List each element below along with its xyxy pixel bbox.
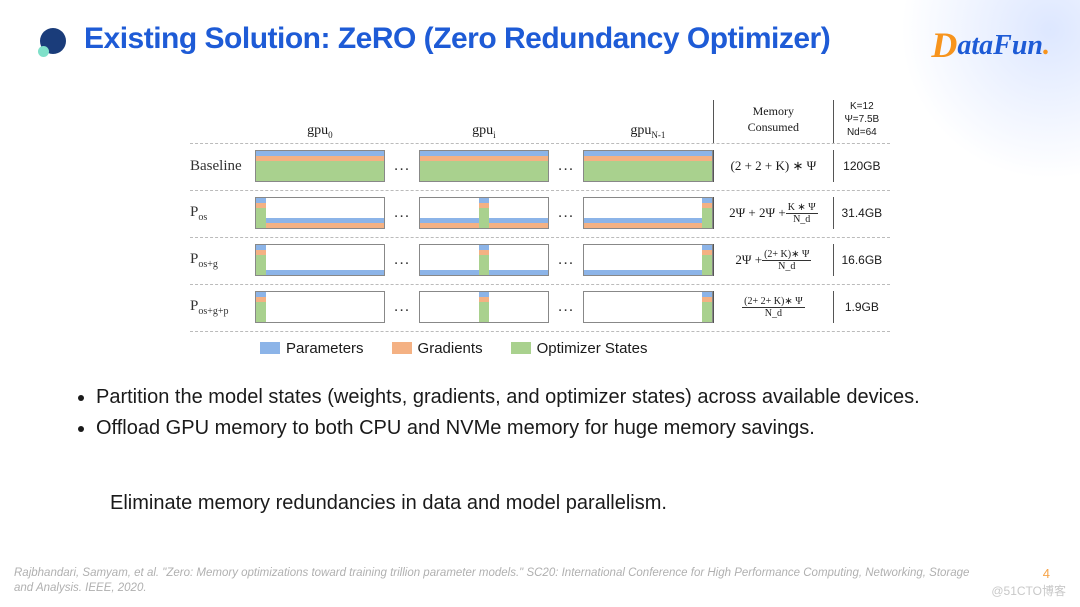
chart-row: Pos+g...... 2Ψ + (2+ K)∗ ΨN_d16.6GB xyxy=(190,238,890,285)
row-label: Pos xyxy=(190,204,255,223)
ellipsis: ... xyxy=(549,298,583,316)
legend-params: Parameters xyxy=(260,340,364,357)
gpu-block xyxy=(255,244,385,276)
row-label: Pos+g xyxy=(190,251,255,270)
summary-line: Eliminate memory redundancies in data an… xyxy=(110,492,667,515)
gpu-block xyxy=(255,197,385,229)
brand-dot: . xyxy=(1043,30,1050,61)
formula: (2+ 2+ K)∗ ΨN_d xyxy=(713,291,833,323)
ellipsis: ... xyxy=(549,157,583,175)
ellipsis: ... xyxy=(385,204,419,222)
memory-value: 16.6GB xyxy=(833,244,890,276)
gpu-block xyxy=(419,197,549,229)
formula: 2Ψ + (2+ K)∗ ΨN_d xyxy=(713,244,833,276)
legend-opt: Optimizer States xyxy=(511,340,648,357)
chart-row: Pos+g+p...... (2+ 2+ K)∗ ΨN_d1.9GB xyxy=(190,285,890,332)
ellipsis: ... xyxy=(385,298,419,316)
gpu-header: gpu0 xyxy=(255,123,385,139)
ellipsis: ... xyxy=(549,251,583,269)
memory-header: Memory Consumed xyxy=(713,100,833,143)
zero-chart: gpu0 gpui gpuN-1 Memory Consumed K=12 Ψ=7.… xyxy=(190,100,890,332)
logo-icon xyxy=(40,28,68,56)
memory-value: 31.4GB xyxy=(833,197,890,229)
citation: Rajbhandari, Samyam, et al. "Zero: Memor… xyxy=(14,566,980,597)
page-number: 4 xyxy=(1043,566,1050,581)
brand-rest: ataFun xyxy=(957,30,1043,61)
formula: (2 + 2 + K) ∗ Ψ xyxy=(713,150,833,182)
gpu-block xyxy=(583,291,713,323)
memory-value: 120GB xyxy=(833,150,890,182)
legend-grads: Gradients xyxy=(392,340,483,357)
gpu-block xyxy=(419,244,549,276)
gpu-block xyxy=(255,291,385,323)
bullet-item: Offload GPU memory to both CPU and NVMe … xyxy=(96,415,1040,442)
row-label: Baseline xyxy=(190,158,255,175)
gpu-block xyxy=(583,244,713,276)
ellipsis: ... xyxy=(385,251,419,269)
ellipsis: ... xyxy=(549,204,583,222)
legend: Parameters Gradients Optimizer States xyxy=(260,340,647,357)
gpu-header: gpui xyxy=(419,123,549,139)
gpu-block xyxy=(255,150,385,182)
ellipsis: ... xyxy=(385,157,419,175)
slide-title: Existing Solution: ZeRO (Zero Redundancy… xyxy=(84,22,830,56)
gpu-block xyxy=(419,291,549,323)
brand-logo: DataFun. xyxy=(931,24,1050,66)
gpu-header: gpuN-1 xyxy=(583,123,713,139)
memory-value: 1.9GB xyxy=(833,291,890,323)
gpu-block xyxy=(583,150,713,182)
consts-header: K=12 Ψ=7.5B Nd=64 xyxy=(833,100,890,143)
brand-d: D xyxy=(931,25,957,65)
row-label: Pos+g+p xyxy=(190,298,255,317)
formula: 2Ψ + 2Ψ + K ∗ ΨN_d xyxy=(713,197,833,229)
bullet-list: Partition the model states (weights, gra… xyxy=(60,384,1040,446)
gpu-block xyxy=(583,197,713,229)
gpu-block xyxy=(419,150,549,182)
watermark: @51CTO博客 xyxy=(991,582,1066,599)
bullet-item: Partition the model states (weights, gra… xyxy=(96,384,1040,411)
chart-row: Pos...... 2Ψ + 2Ψ + K ∗ ΨN_d31.4GB xyxy=(190,191,890,238)
chart-header: gpu0 gpui gpuN-1 Memory Consumed K=12 Ψ=7.… xyxy=(190,100,890,143)
chart-row: Baseline...... (2 + 2 + K) ∗ Ψ120GB xyxy=(190,143,890,191)
